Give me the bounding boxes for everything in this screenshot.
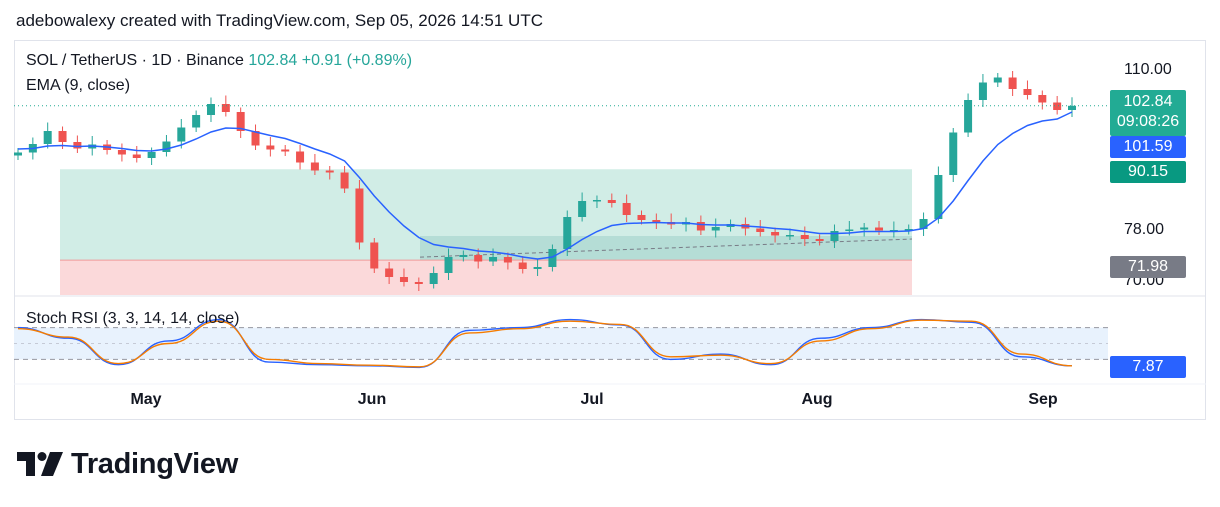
tradingview-wordmark: TradingView: [71, 447, 238, 480]
candle-body: [785, 235, 794, 237]
stoch-k-line: [17, 318, 1073, 369]
candle-body: [474, 255, 483, 262]
price-tick-78: 78.00: [1124, 221, 1165, 238]
candle-body: [578, 201, 587, 217]
candle-body: [607, 200, 616, 203]
candle-body: [964, 100, 973, 133]
candle-body: [236, 112, 245, 131]
candle-body: [1053, 102, 1062, 110]
candle-body: [652, 220, 661, 222]
candle-body: [845, 229, 854, 231]
candle-body: [533, 267, 542, 269]
candle-body: [904, 229, 913, 231]
trade-path-line: [419, 238, 913, 258]
candle-body: [1038, 95, 1047, 103]
candle-body: [756, 228, 765, 232]
legend-change: +0.91 (+0.89%): [301, 52, 413, 69]
candle-body: [177, 127, 186, 142]
candle-body: [875, 227, 884, 231]
candle-body: [1008, 77, 1017, 89]
candle-body: [622, 203, 631, 215]
candle-body: [548, 249, 557, 267]
stoch-d-line: [17, 319, 1073, 368]
time-label-aug: Aug: [801, 391, 833, 408]
candle-body: [637, 215, 646, 220]
candle-body: [1068, 105, 1076, 110]
candle-body: [949, 132, 958, 175]
candle-body: [14, 152, 22, 156]
loss-zone: [60, 260, 912, 295]
chart-frame: [14, 40, 1206, 420]
symbol-name[interactable]: SOL / TetherUS · 1D · Binance: [26, 52, 244, 69]
candle-body: [43, 131, 52, 144]
symbol-legend[interactable]: SOL / TetherUS · 1D · Binance 102.84 +0.…: [26, 52, 412, 70]
candle-body: [444, 257, 453, 273]
candle-body: [489, 257, 498, 262]
candle-body: [978, 82, 987, 100]
candle-body: [815, 239, 824, 241]
candle-body: [696, 222, 705, 231]
candle-body: [221, 104, 230, 112]
attribution: adebowalexy created with TradingView.com…: [16, 11, 543, 30]
legend-price: 102.84: [248, 52, 298, 69]
candle-body: [73, 142, 82, 149]
ema-legend[interactable]: EMA (9, close): [26, 77, 131, 94]
last-price-badge: 102.84 09:08:26: [1110, 90, 1186, 136]
candle-body: [251, 131, 260, 146]
candle-body: [147, 152, 156, 158]
candle-body: [355, 188, 364, 243]
candle-body: [771, 232, 780, 236]
candle-body: [503, 257, 512, 263]
candle-body: [459, 255, 468, 257]
candle-body: [206, 104, 215, 115]
candle-body: [266, 145, 275, 150]
candle-body: [993, 77, 1002, 83]
ema-value-badge: 101.59: [1110, 136, 1186, 158]
ema-line: [17, 111, 1073, 260]
candle-body: [414, 282, 423, 284]
candle-body: [132, 154, 141, 158]
candle-body: [325, 170, 334, 173]
stoch-value-badge: 7.87: [1110, 356, 1186, 378]
candle-body: [192, 115, 201, 128]
candle-body: [830, 231, 839, 241]
candle-body: [860, 227, 869, 230]
last-price-value: 102.84: [1123, 93, 1173, 110]
candle-body: [518, 262, 527, 269]
time-label-jun: Jun: [357, 391, 387, 408]
time-label-may: May: [130, 391, 162, 408]
tradingview-brand[interactable]: TradingView: [17, 447, 238, 481]
candle-body: [800, 235, 809, 239]
price-pane: [14, 71, 1076, 295]
box-lower-badge: 71.98: [1110, 256, 1186, 278]
candle-body: [370, 242, 379, 269]
stoch-rsi-legend[interactable]: Stoch RSI (3, 3, 14, 14, close): [26, 310, 240, 327]
tradingview-logo-icon: [17, 452, 63, 476]
candle-body: [919, 219, 928, 229]
candle-body: [296, 151, 305, 163]
candle-body: [117, 150, 126, 155]
price-tick-110: 110.00: [1124, 61, 1172, 78]
candle-body: [385, 268, 394, 277]
candle-body: [563, 217, 572, 249]
time-label-jul: Jul: [580, 391, 604, 408]
candle-body: [58, 131, 67, 142]
time-label-sep: Sep: [1028, 391, 1058, 408]
candle-body: [592, 200, 601, 202]
candle-body: [399, 277, 408, 282]
candle-body: [1023, 89, 1032, 95]
bar-countdown: 09:08:26: [1116, 113, 1180, 130]
candle-body: [711, 227, 720, 231]
candle-body: [162, 141, 171, 152]
candle-body: [934, 175, 943, 219]
candle-body: [281, 149, 290, 152]
box-upper-badge: 90.15: [1110, 161, 1186, 183]
candle-body: [310, 162, 319, 171]
candle-body: [340, 172, 349, 189]
candle-body: [429, 273, 438, 284]
